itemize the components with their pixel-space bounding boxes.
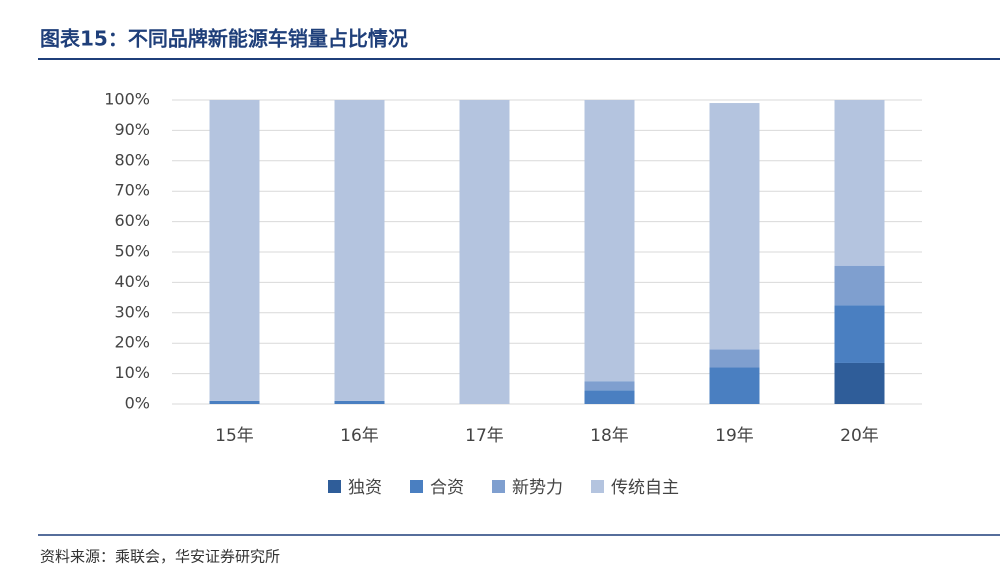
legend-swatch	[328, 480, 341, 493]
legend-label: 独资	[348, 478, 382, 498]
legend-swatch	[591, 480, 604, 493]
y-tick-label: 30%	[114, 302, 150, 321]
y-tick-label: 80%	[114, 150, 150, 169]
x-tick-label: 19年	[715, 426, 754, 446]
bar-segment	[334, 100, 385, 401]
chart-title: 图表15：不同品牌新能源车销量占比情况	[40, 27, 408, 51]
bar-segment	[834, 362, 885, 404]
y-tick-label: 90%	[114, 120, 150, 139]
bar-segment	[709, 349, 760, 368]
bar-segment	[584, 381, 635, 391]
y-tick-label: 50%	[114, 242, 150, 261]
legend-label: 传统自主	[611, 478, 679, 498]
legend-label: 新势力	[512, 478, 563, 498]
bar-segment	[834, 265, 885, 306]
y-tick-label: 100%	[104, 90, 150, 109]
y-tick-label: 10%	[114, 363, 150, 382]
x-tick-label: 18年	[590, 426, 629, 446]
bar-segment	[209, 400, 260, 404]
bar-segment	[209, 100, 260, 401]
y-tick-label: 0%	[125, 394, 150, 413]
legend-label: 合资	[430, 478, 464, 498]
y-tick-label: 70%	[114, 181, 150, 200]
y-tick-label: 20%	[114, 333, 150, 352]
source-note: 资料来源：乘联会，华安证券研究所	[40, 548, 280, 566]
x-tick-label: 16年	[340, 426, 379, 446]
bar-segment	[834, 305, 885, 363]
bar-segment	[709, 367, 760, 404]
bar-segment	[834, 100, 885, 266]
y-tick-label: 60%	[114, 211, 150, 230]
bar-segment	[709, 103, 760, 350]
x-tick-label: 17年	[465, 426, 504, 446]
legend-swatch	[492, 480, 505, 493]
bar-segment	[584, 390, 635, 404]
y-tick-label: 40%	[114, 272, 150, 291]
bar-segment	[584, 100, 635, 382]
bar-segment	[334, 400, 385, 404]
legend-swatch	[410, 480, 423, 493]
bar-segment	[459, 100, 510, 404]
x-tick-label: 20年	[840, 426, 879, 446]
x-tick-label: 15年	[215, 426, 254, 446]
